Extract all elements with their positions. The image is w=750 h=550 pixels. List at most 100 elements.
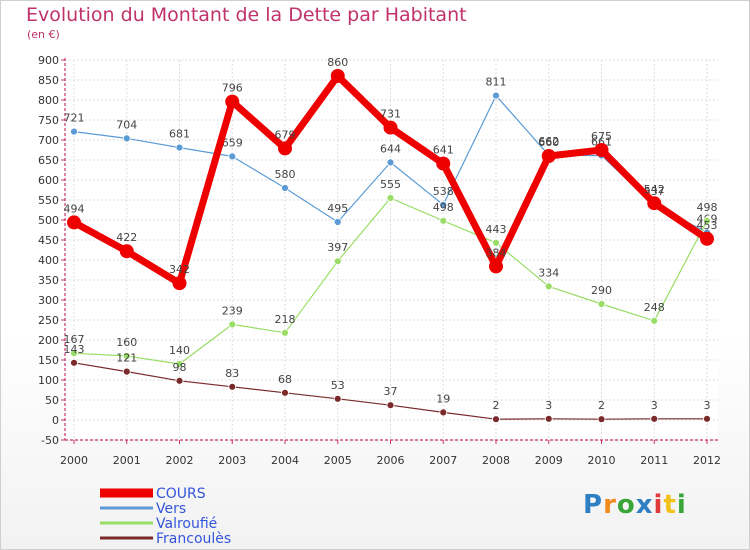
y-tick-label: 200 <box>38 334 59 347</box>
data-label: 239 <box>222 304 243 317</box>
data-point <box>70 358 78 367</box>
data-point <box>597 415 606 424</box>
data-point <box>700 231 714 246</box>
data-label: 218 <box>275 313 296 326</box>
y-tick-label: 150 <box>38 354 59 367</box>
x-tick-label: 2007 <box>429 454 457 467</box>
data-label: 290 <box>591 284 612 297</box>
y-tick-label: 850 <box>38 74 59 87</box>
data-point <box>492 238 500 247</box>
data-point <box>650 414 659 423</box>
data-point <box>492 415 500 424</box>
data-label: 121 <box>116 352 137 365</box>
data-label: 248 <box>644 301 665 314</box>
data-point <box>386 401 395 410</box>
data-point <box>281 328 289 337</box>
data-point <box>439 200 448 209</box>
x-tick-label: 2002 <box>166 454 194 467</box>
logo-letter: i <box>653 490 664 520</box>
data-point <box>597 300 606 308</box>
y-tick-label: 500 <box>38 214 59 227</box>
data-point <box>228 152 237 161</box>
x-tick-label: 2010 <box>588 454 616 467</box>
proxiti-logo: Proxiti <box>583 490 687 520</box>
data-label: 641 <box>433 144 454 157</box>
y-tick-label: 900 <box>38 54 59 67</box>
data-point <box>383 120 398 135</box>
data-label: 498 <box>697 201 718 214</box>
data-point <box>439 408 448 417</box>
chart-subtitle: (en €) <box>27 28 60 41</box>
data-point <box>175 376 184 385</box>
data-label: 721 <box>64 112 85 125</box>
data-label: 3 <box>651 399 658 412</box>
legend-label: Valroufié <box>156 516 217 532</box>
data-label: 334 <box>538 266 559 279</box>
logo-letter: o <box>616 490 636 520</box>
data-label: 538 <box>433 185 454 198</box>
data-label: 2 <box>598 399 605 412</box>
legend-label: Francoulès <box>156 531 231 547</box>
data-label: 19 <box>436 392 450 405</box>
data-label: 811 <box>486 76 507 89</box>
data-point <box>175 143 184 152</box>
data-point <box>647 196 662 211</box>
x-tick-label: 2003 <box>218 454 246 467</box>
y-tick-label: 100 <box>38 374 59 387</box>
data-point <box>281 184 289 192</box>
data-label: 453 <box>697 219 718 232</box>
x-tick-label: 2011 <box>640 454 668 467</box>
x-tick-label: 2005 <box>324 454 352 467</box>
y-tick-label: 800 <box>38 94 59 107</box>
data-point <box>330 69 345 83</box>
y-tick-label: 400 <box>38 254 59 267</box>
data-label: 160 <box>116 336 137 349</box>
data-point <box>386 194 395 202</box>
data-label: 342 <box>169 263 190 276</box>
legend-label: COURS <box>156 486 206 502</box>
logo-letter: i <box>676 490 687 520</box>
logo-letter: r <box>603 490 617 520</box>
y-tick-label: 50 <box>45 394 59 407</box>
data-label: 443 <box>486 223 507 236</box>
data-point <box>544 414 553 423</box>
logo-letter: P <box>583 490 604 520</box>
data-point <box>70 349 78 358</box>
x-tick-label: 2000 <box>60 454 88 467</box>
y-tick-label: 450 <box>38 234 59 247</box>
data-point <box>594 143 609 157</box>
data-point <box>541 149 556 163</box>
data-point <box>703 216 711 225</box>
data-point <box>122 134 131 143</box>
data-point <box>122 367 131 376</box>
data-label: 542 <box>644 183 665 196</box>
data-label: 679 <box>275 128 296 141</box>
y-tick-label: 650 <box>38 154 59 167</box>
data-label: 704 <box>116 118 137 131</box>
data-label: 68 <box>278 373 292 386</box>
x-tick-label: 2009 <box>535 454 563 467</box>
data-label: 143 <box>64 343 85 356</box>
data-point <box>225 94 240 109</box>
x-tick-label: 2004 <box>271 454 299 467</box>
data-label: 397 <box>327 241 348 254</box>
y-tick-label: 300 <box>38 294 59 307</box>
y-tick-label: 700 <box>38 134 59 147</box>
data-point <box>228 320 237 329</box>
y-tick-label: 0 <box>52 414 59 427</box>
data-label: 53 <box>331 379 345 392</box>
y-tick-label: 550 <box>38 194 59 207</box>
data-label: 580 <box>275 168 296 181</box>
data-label: 675 <box>591 130 612 143</box>
y-tick-label: -50 <box>41 434 59 447</box>
data-label: 2 <box>493 399 500 412</box>
logo-letter: t <box>663 490 677 520</box>
data-label: 498 <box>433 201 454 214</box>
data-point <box>281 388 289 397</box>
legend-label: Vers <box>156 501 186 517</box>
data-point <box>489 259 503 274</box>
x-tick-label: 2012 <box>693 454 721 467</box>
y-tick-label: 250 <box>38 314 59 327</box>
data-point <box>228 382 237 391</box>
